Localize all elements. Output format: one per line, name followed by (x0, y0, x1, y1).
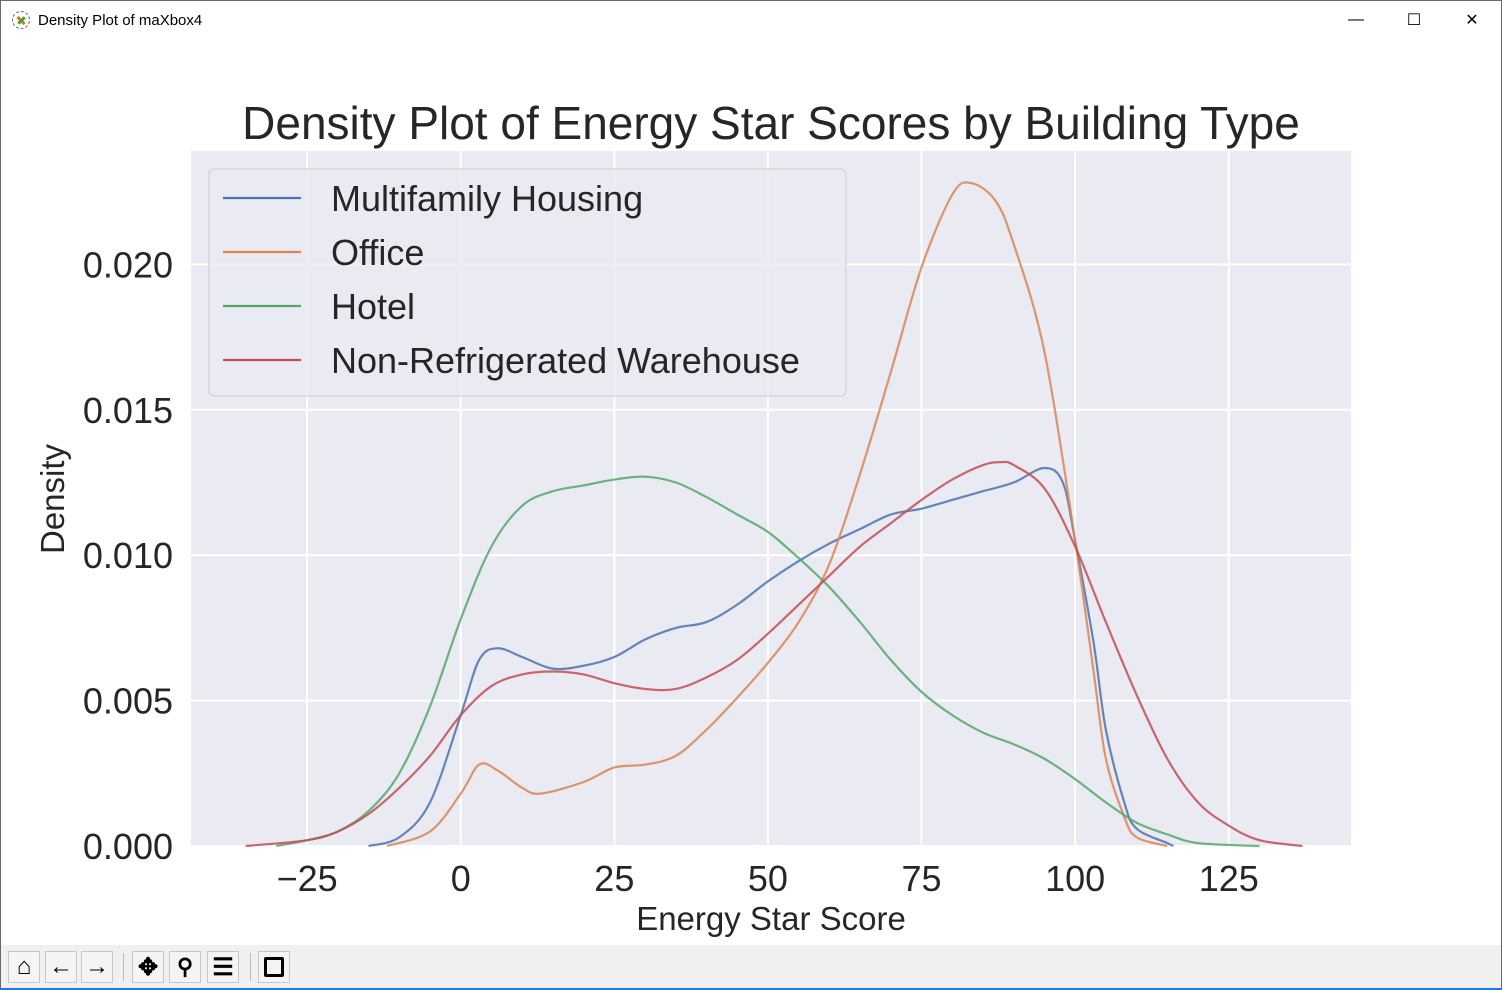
y-tick-label: 0.000 (83, 826, 173, 867)
move-icon: ✥ (137, 953, 159, 981)
legend: Multifamily Housing Office Hotel Non-Refrig… (208, 168, 847, 397)
x-tick-label: 100 (1045, 858, 1105, 899)
x-axis-label: Energy Star Score (636, 900, 906, 937)
toolbar-separator (123, 953, 124, 981)
home-icon: ⌂ (16, 953, 32, 980)
density-chart: −25 0 25 50 75 100 125 0.000 0.005 0.010 0.015 0.02… (34, 97, 1351, 937)
maximize-button[interactable]: ☐ (1406, 12, 1422, 29)
y-tick-label: 0.015 (83, 390, 173, 431)
density-line-office (386, 181, 1168, 848)
app-icon (12, 11, 30, 29)
arrow-left-icon: ← (49, 953, 73, 980)
back-button[interactable]: ← (45, 951, 77, 983)
density-line-non-refrigerated-warehouse (245, 460, 1303, 848)
forward-button[interactable]: → (81, 951, 113, 983)
x-tick-label: −25 (277, 858, 338, 899)
sliders-icon: ☰ (212, 953, 234, 981)
legend-label-office: Office (331, 232, 424, 273)
save-button[interactable] (258, 951, 290, 983)
zoom-button[interactable]: ⚲ (169, 951, 201, 983)
y-tick-label: 0.005 (83, 681, 173, 722)
navigation-toolbar: ⌂ ← → ✥ ⚲ ☰ (1, 945, 1501, 988)
y-tick-label: 0.020 (83, 244, 173, 285)
window-title: Density Plot of maXbox4 (38, 12, 203, 29)
x-tick-label: 0 (451, 858, 471, 899)
configure-subplots-button[interactable]: ☰ (207, 951, 239, 983)
chart-title: Density Plot of Energy Star Scores by Bu… (242, 97, 1300, 149)
close-button[interactable]: ✕ (1465, 12, 1479, 29)
pan-button[interactable]: ✥ (132, 951, 164, 983)
y-tick-label: 0.010 (83, 535, 173, 576)
legend-label-hotel: Hotel (331, 286, 415, 327)
minimize-button[interactable]: — (1348, 11, 1364, 28)
x-tick-label: 75 (902, 858, 942, 899)
density-line-multifamily-housing (368, 466, 1174, 848)
x-tick-label: 25 (594, 858, 634, 899)
x-tick-label: 125 (1199, 858, 1259, 899)
home-button[interactable]: ⌂ (8, 951, 40, 983)
magnifier-icon: ⚲ (176, 954, 194, 979)
x-tick-label: 50 (748, 858, 788, 899)
legend-label-multifamily-housing: Multifamily Housing (331, 178, 643, 219)
toolbar-separator (250, 953, 251, 981)
legend-label-non-refrigerated-warehouse: Non-Refrigerated Warehouse (331, 340, 800, 381)
y-axis-label: Density (34, 443, 71, 554)
title-bar: Density Plot of maXbox4 — ☐ ✕ (1, 1, 1501, 39)
density-line-hotel (276, 475, 1260, 848)
floppy-disk-icon (264, 957, 284, 977)
arrow-right-icon: → (85, 953, 109, 980)
